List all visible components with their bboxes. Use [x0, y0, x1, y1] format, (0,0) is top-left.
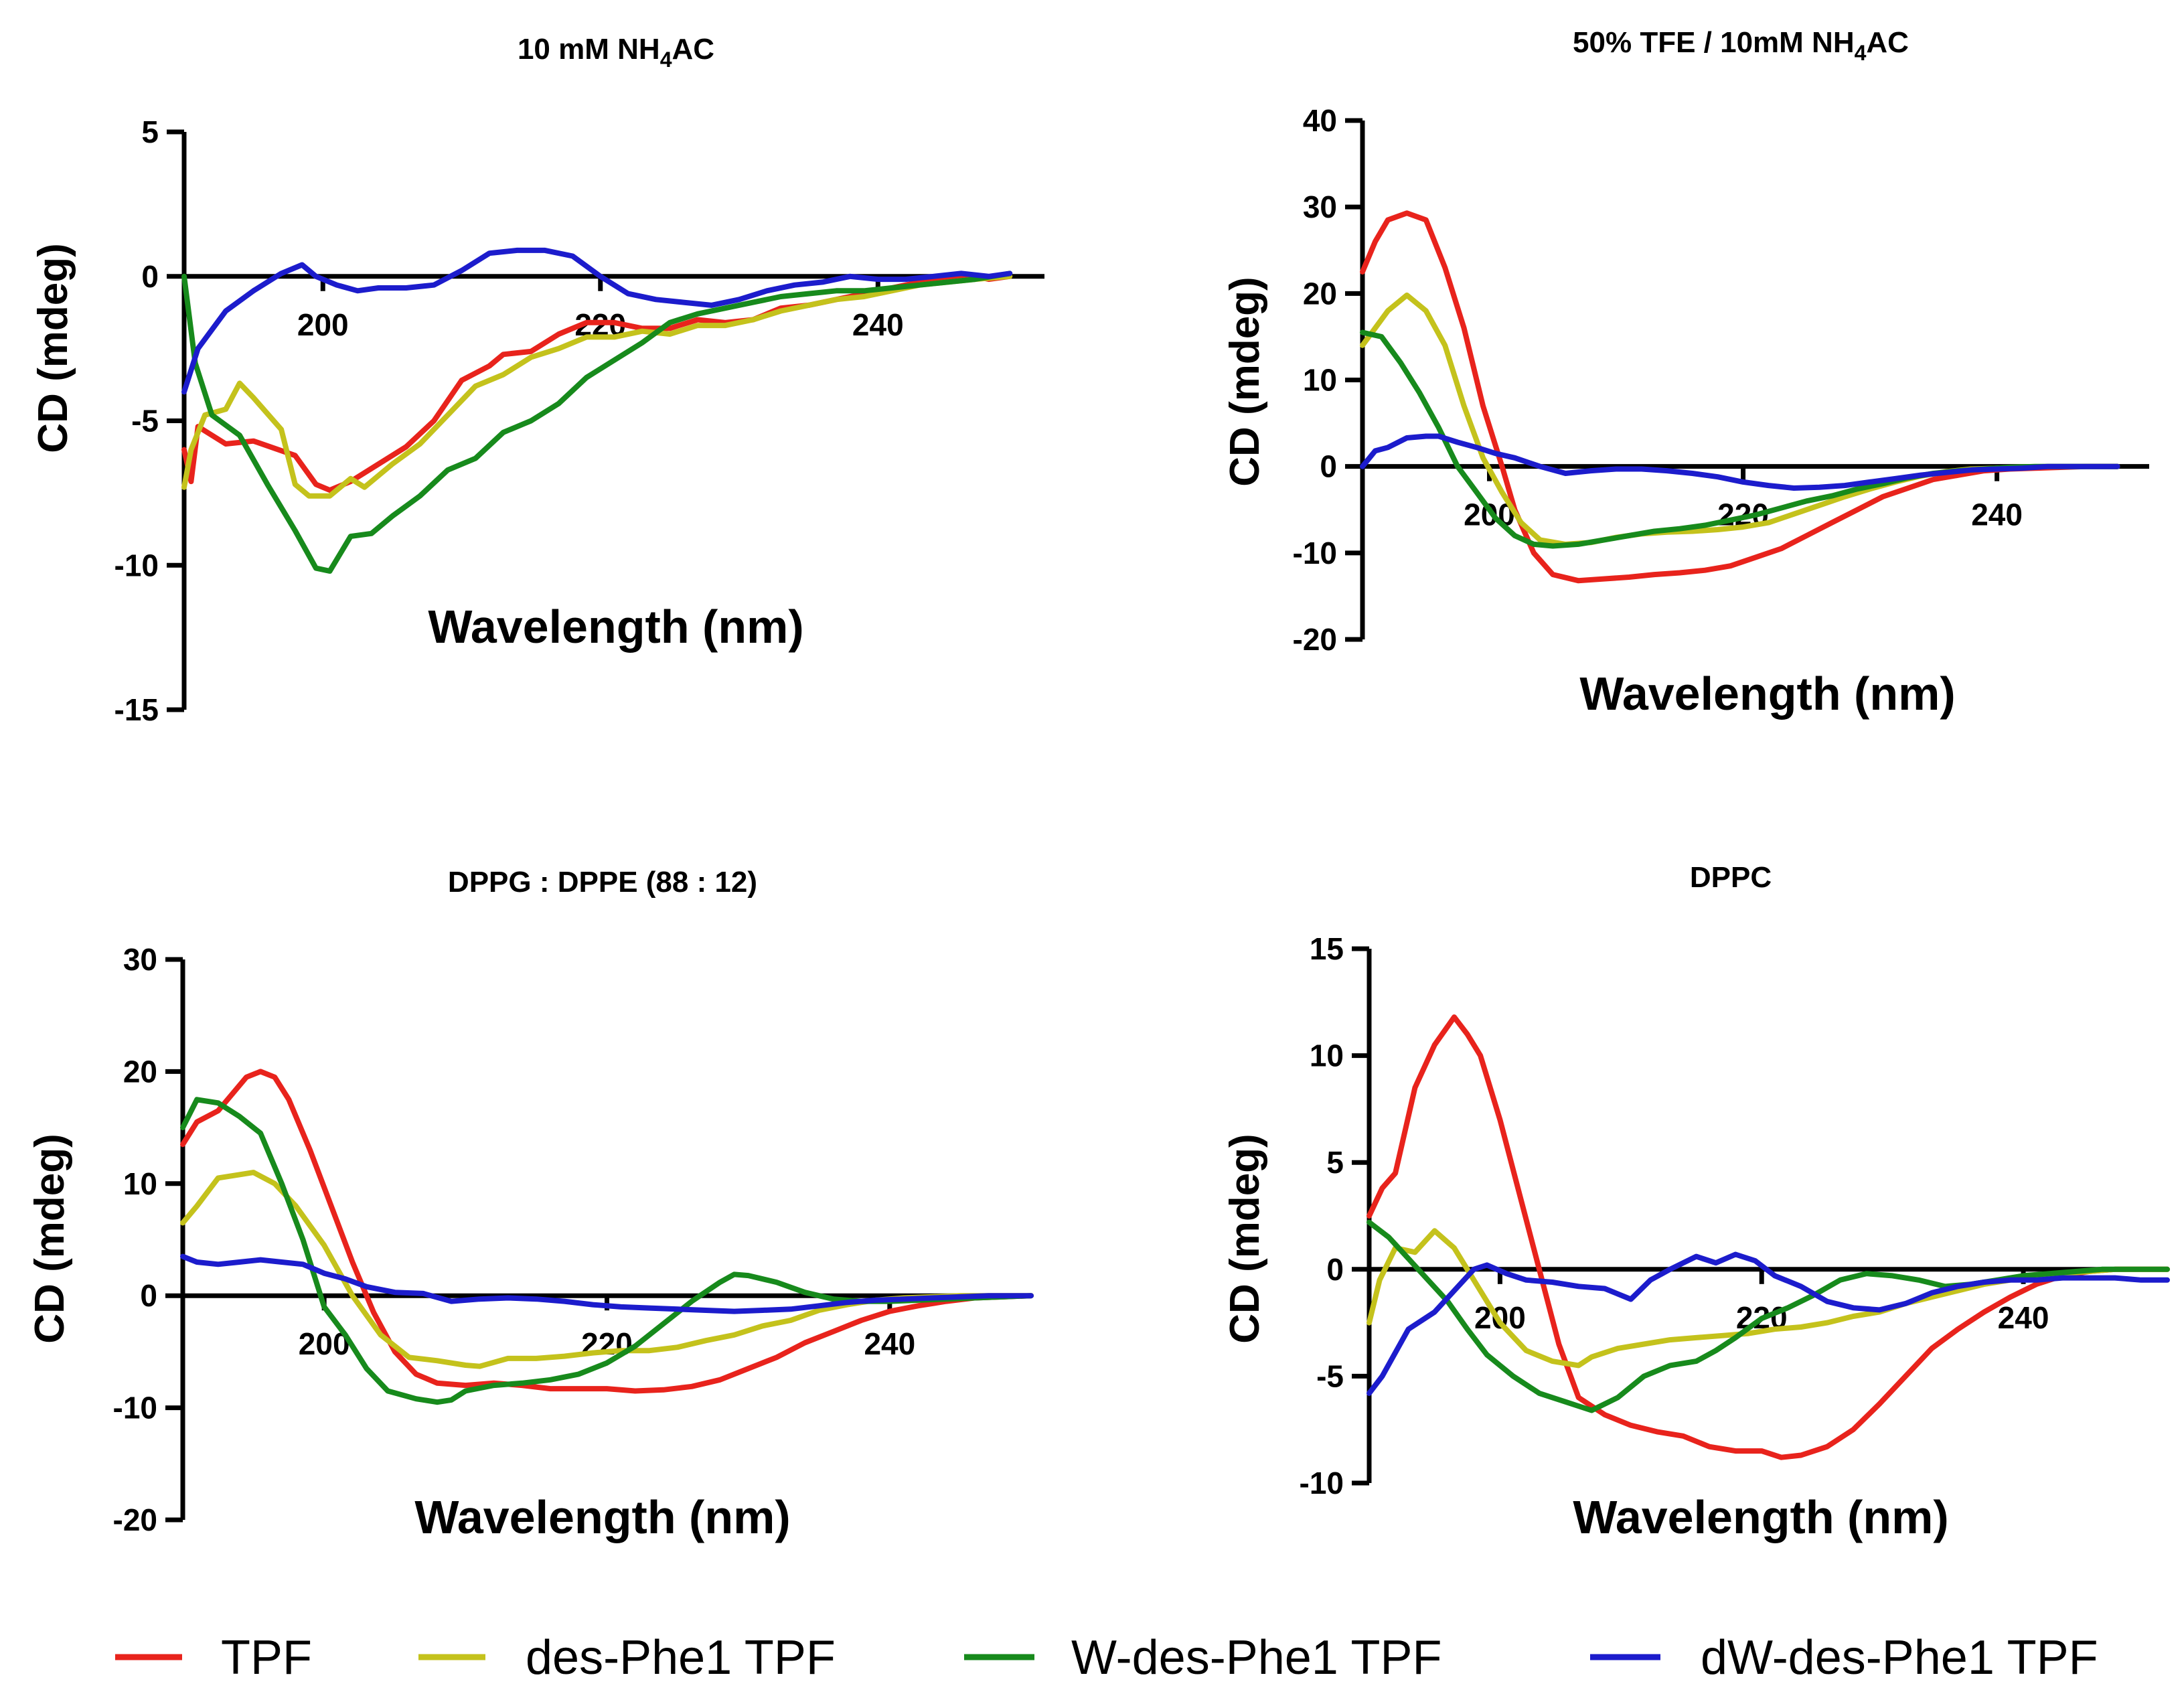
x-tick-label: 200	[1474, 1300, 1526, 1335]
y-tick-label: 5	[1326, 1145, 1344, 1180]
y-tick-label: -5	[131, 404, 159, 439]
x-axis-label: Wavelength (nm)	[1573, 1491, 1948, 1543]
y-tick-label: 15	[1310, 931, 1344, 966]
series-line-tpf	[180, 1069, 1034, 1394]
series-line-dw-des-phe1-tpf	[1360, 433, 2120, 491]
y-tick-label: -15	[114, 692, 159, 727]
legend-label-dw-des-phe1-tpf: dW-des-Phe1 TPF	[1701, 1631, 2098, 1685]
y-tick-label: -5	[1316, 1358, 1344, 1393]
y-tick-label: -10	[1300, 1466, 1344, 1500]
y-axis-label: CD (mdeg)	[27, 1134, 73, 1343]
y-tick-label: 10	[1303, 363, 1337, 398]
series-line-tpf	[1360, 210, 2120, 584]
legend: TPF des-Phe1 TPF W-des-Phe1 TPF dW-des-P…	[115, 1631, 2098, 1685]
series-line-w-des-phe1-tpf	[1367, 1219, 2170, 1413]
x-axis-label: Wavelength (nm)	[1579, 668, 1955, 720]
y-tick-label: 0	[140, 1278, 157, 1313]
chart-title: 10 mM NH4AC	[518, 33, 714, 72]
y-tick-label: 40	[1303, 103, 1337, 138]
y-tick-label: 20	[1303, 276, 1337, 311]
y-tick-label: 0	[1326, 1252, 1344, 1287]
y-axis-label: CD (mdeg)	[1222, 1134, 1268, 1343]
y-tick-label: 5	[141, 114, 159, 149]
chart-title: DPPG : DPPE (88 : 12)	[448, 866, 757, 899]
series-line-des-phe1-tpf	[1367, 1228, 2170, 1369]
legend-item-tpf: TPF	[115, 1631, 312, 1685]
y-tick-label: 30	[123, 942, 157, 977]
y-axis-label: CD (mdeg)	[30, 243, 76, 453]
chart-title: DPPC	[1690, 861, 1772, 894]
series-line-dw-des-phe1-tpf	[1367, 1251, 2170, 1396]
y-tick-label: 30	[1303, 189, 1337, 224]
legend-item-w-des-phe1-tpf: W-des-Phe1 TPF	[964, 1631, 1442, 1685]
y-tick-label: 10	[123, 1166, 157, 1201]
y-tick-label: 0	[1320, 449, 1337, 484]
x-tick-label: 200	[297, 307, 349, 342]
y-tick-label: -10	[1293, 536, 1337, 570]
series-line-tpf	[1367, 1014, 2170, 1460]
y-tick-label: 10	[1310, 1038, 1344, 1073]
x-axis-label: Wavelength (nm)	[428, 601, 803, 653]
chart-title: 50% TFE / 10mM NH4AC	[1573, 26, 1909, 65]
legend-label-w-des-phe1-tpf: W-des-Phe1 TPF	[1071, 1631, 1442, 1685]
legend-label-tpf: TPF	[221, 1631, 312, 1685]
x-tick-label: 220	[581, 1326, 633, 1361]
y-tick-label: 20	[123, 1054, 157, 1089]
y-tick-label: -10	[114, 548, 159, 583]
y-tick-label: -10	[113, 1391, 157, 1425]
legend-item-des-phe1-tpf: des-Phe1 TPF	[418, 1631, 836, 1685]
x-tick-label: 240	[1971, 497, 2023, 532]
series-line-w-des-phe1-tpf	[181, 270, 1013, 574]
x-tick-label: 240	[852, 307, 904, 342]
legend-label-des-phe1-tpf: des-Phe1 TPF	[526, 1631, 836, 1685]
y-tick-label: -20	[1293, 622, 1337, 657]
legend-item-dw-des-phe1-tpf: dW-des-Phe1 TPF	[1590, 1631, 2098, 1685]
x-axis-label: Wavelength (nm)	[414, 1491, 790, 1543]
y-tick-label: 0	[141, 259, 159, 294]
series-line-dw-des-phe1-tpf	[180, 1253, 1034, 1314]
y-axis-label: CD (mdeg)	[1222, 277, 1268, 486]
x-tick-label: 240	[864, 1326, 915, 1361]
series-line-des-phe1-tpf	[181, 273, 1013, 499]
x-tick-label: 240	[1998, 1300, 2049, 1335]
series-line-dw-des-phe1-tpf	[181, 247, 1013, 395]
y-tick-label: -20	[113, 1502, 157, 1537]
